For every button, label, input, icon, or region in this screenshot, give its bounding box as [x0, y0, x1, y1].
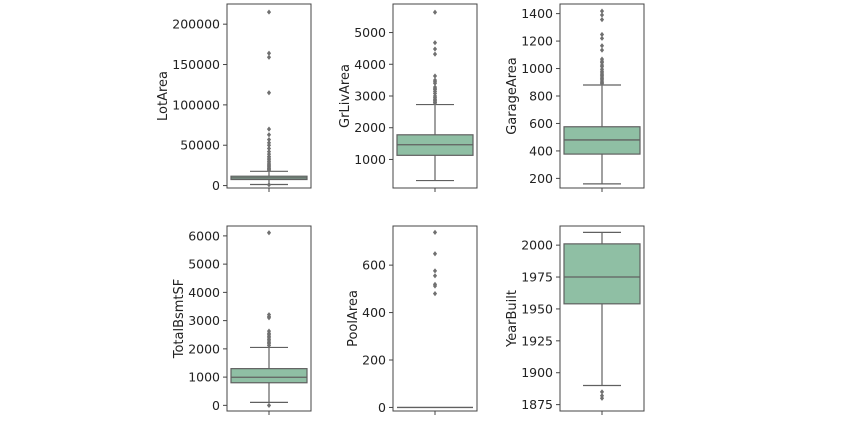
outlier-point	[432, 9, 438, 15]
y-tick-label: 6000	[188, 228, 220, 243]
outlier-point	[599, 81, 605, 87]
y-tick-label: 0	[378, 400, 386, 415]
boxplot-panel-poolarea: 0 200 400 600 PoolArea	[346, 225, 478, 415]
y-tick-label: 1200	[521, 34, 553, 49]
y-tick-label: 150000	[172, 57, 220, 72]
outlier-point	[599, 8, 605, 14]
y-tick-label: 5000	[188, 257, 220, 272]
y-tick-label: 1000	[521, 61, 553, 76]
outlier-point	[432, 268, 438, 274]
outlier-point	[266, 342, 272, 349]
outlier-point	[599, 12, 605, 18]
y-tick-label: 1925	[521, 333, 553, 348]
outlier-point	[266, 50, 272, 56]
boxplot-panel-yearbuilt: 1875 1900 1925 1950 1975 2000 YearBuilt	[505, 225, 645, 415]
outlier-point	[432, 80, 438, 86]
y-axis-label: GarageArea	[505, 57, 520, 135]
outlier-point	[599, 64, 605, 70]
outlier-point	[432, 51, 438, 57]
outlier-point	[599, 35, 605, 41]
y-tick-label: 50000	[180, 138, 220, 153]
boxplot-panel-totalbsmtsf: 0 1000 2000 3000 4000 5000 6000 TotalBsmtSF	[172, 225, 312, 415]
y-tick-label: 400	[362, 305, 386, 320]
outlier-point	[432, 273, 438, 279]
y-tick-label: 800	[529, 89, 553, 104]
y-axis-label: YearBuilt	[505, 290, 520, 348]
y-tick-label: 3000	[354, 89, 386, 104]
outlier-point	[432, 283, 438, 289]
y-tick-label: 600	[529, 116, 553, 131]
outlier-point	[266, 315, 272, 321]
y-tick-label: 1900	[521, 365, 553, 380]
y-tick-label: 0	[212, 398, 220, 413]
y-tick-label: 200	[362, 353, 386, 368]
outlier-point	[266, 145, 272, 152]
iqr-box	[563, 243, 641, 305]
outlier-point	[599, 17, 605, 23]
y-tick-label: 1400	[521, 6, 553, 21]
outlier-point	[266, 167, 272, 173]
outlier-point	[266, 402, 272, 408]
outlier-point	[266, 54, 272, 60]
y-tick-label: 1950	[521, 301, 553, 316]
y-tick-label: 5000	[354, 25, 386, 40]
y-axis-label: LotArea	[156, 71, 171, 121]
y-tick-label: 2000	[521, 238, 553, 253]
outlier-point	[599, 395, 605, 401]
iqr-box	[230, 368, 308, 384]
y-axis-label: PoolArea	[346, 290, 361, 347]
y-tick-label: 3000	[188, 313, 220, 328]
outlier-point	[266, 90, 272, 96]
y-tick-label: 1000	[354, 152, 386, 167]
outlier-point	[266, 230, 272, 236]
y-tick-label: 2000	[354, 120, 386, 135]
outlier-point	[432, 40, 438, 46]
y-tick-label: 400	[529, 143, 553, 158]
outlier-point	[432, 251, 438, 257]
outlier-point	[432, 290, 438, 297]
outlier-point	[432, 100, 438, 106]
y-tick-label: 2000	[188, 341, 220, 356]
y-axis-label: GrLivArea	[338, 64, 353, 128]
y-tick-label: 0	[212, 178, 220, 193]
outlier-point	[599, 31, 605, 38]
boxplot-panel-garagearea: 200 400 600 800 1000 1200 1400 GarageArea	[505, 3, 645, 192]
y-tick-label: 200000	[172, 17, 220, 32]
y-tick-label: 200	[529, 171, 553, 186]
y-axis-label: TotalBsmtSF	[172, 279, 187, 360]
outlier-point	[266, 126, 272, 132]
outlier-point	[432, 46, 438, 52]
y-tick-label: 1975	[521, 270, 553, 285]
outlier-point	[266, 136, 272, 143]
boxplot-panel-lotarea: 0 50000 100000 150000 200000 LotArea	[156, 3, 312, 193]
outlier-point	[432, 73, 438, 79]
outlier-point	[432, 229, 438, 236]
outlier-point	[599, 47, 605, 53]
y-tick-label: 4000	[188, 285, 220, 300]
boxplot-panel-grlivarea: 1000 2000 3000 4000 5000 GrLivArea	[338, 3, 478, 192]
outlier-point	[266, 142, 272, 148]
outlier-point	[266, 132, 272, 138]
y-tick-label: 1000	[188, 370, 220, 385]
y-tick-label: 600	[362, 258, 386, 273]
outlier-point	[599, 43, 605, 49]
outlier-point	[266, 9, 272, 15]
y-tick-label: 100000	[172, 97, 220, 112]
y-tick-label: 1875	[521, 397, 553, 412]
outlier-point	[599, 389, 605, 395]
y-tick-label: 4000	[354, 57, 386, 72]
outlier-point	[266, 182, 272, 188]
